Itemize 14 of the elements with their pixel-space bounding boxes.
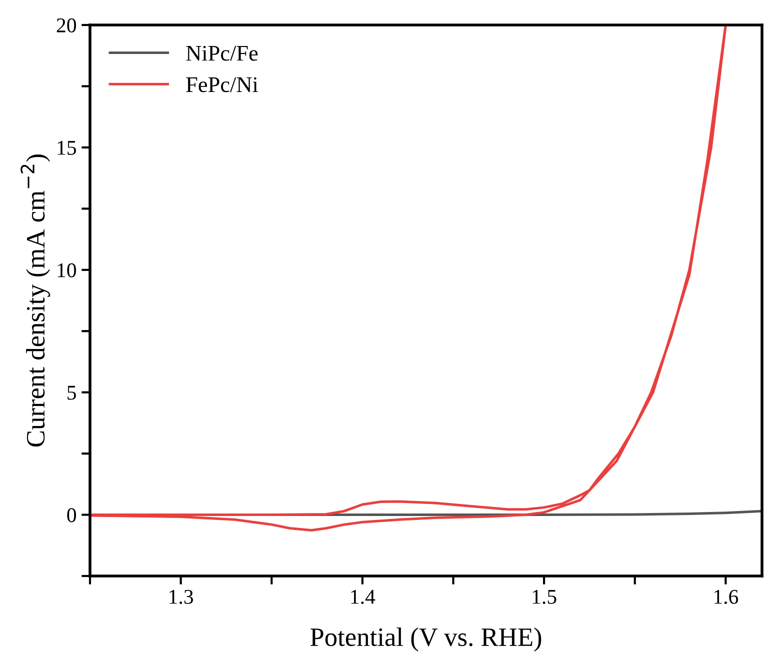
legend-label: NiPc/Fe	[186, 46, 258, 61]
x-axis-title: Potential (V vs. RHE)	[310, 628, 542, 652]
legend-label: FePc/Ni	[186, 77, 258, 92]
x-tick-label: 1.6	[714, 590, 738, 604]
x-tick-label: 1.3	[170, 590, 194, 604]
y-tick-label: 5	[68, 386, 76, 400]
y-axis-title: Current density (mA cm$^{−2}$)	[20, 154, 50, 447]
x-tick-label: 1.5	[532, 590, 556, 604]
y-tick-label: 15	[58, 140, 76, 155]
x-tick-label: 1.4	[351, 590, 376, 604]
y-tick-label: 0	[67, 508, 76, 522]
y-tick-label: 20	[56, 18, 76, 32]
y-tick-label: 10	[58, 263, 76, 278]
line-series	[90, 25, 727, 532]
